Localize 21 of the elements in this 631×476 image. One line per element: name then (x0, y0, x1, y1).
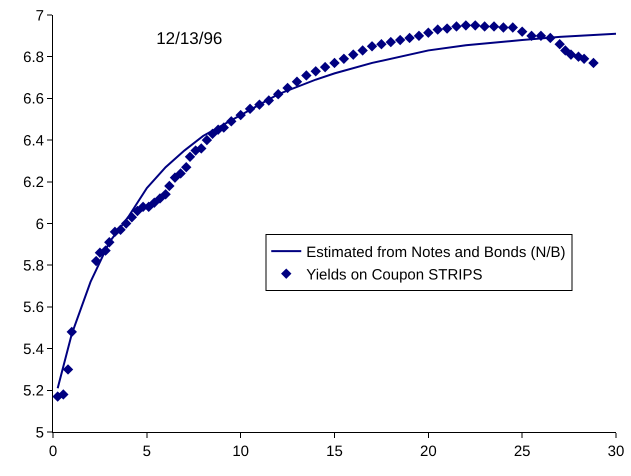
x-tick-label: 20 (420, 443, 437, 460)
x-tick-label: 30 (608, 443, 624, 460)
y-tick-label: 6.4 (23, 132, 44, 150)
y-tick-label: 7 (36, 7, 44, 24)
y-tick-label: 6.8 (23, 48, 44, 66)
x-tick-label: 5 (142, 443, 151, 460)
y-tick-label: 5 (36, 424, 44, 442)
x-tick-label: 15 (326, 443, 343, 460)
y-tick-label: 5.8 (23, 257, 44, 274)
legend-label: Estimated from Notes and Bonds (N/B) (306, 244, 566, 262)
y-tick-label: 5.6 (23, 299, 44, 316)
y-tick-label: 6.6 (23, 90, 44, 108)
y-tick-label: 6 (36, 216, 44, 233)
y-tick-label: 5.2 (23, 382, 44, 400)
x-tick-label: 0 (48, 443, 58, 460)
text: 12/13/96 (156, 29, 222, 48)
x-tick-label: 25 (514, 443, 531, 460)
legend-label: Yields on Coupon STRIPS (306, 266, 482, 284)
x-tick-label: 10 (232, 443, 250, 460)
y-tick-label: 5.4 (23, 340, 44, 358)
y-tick-label: 6.2 (23, 174, 44, 192)
